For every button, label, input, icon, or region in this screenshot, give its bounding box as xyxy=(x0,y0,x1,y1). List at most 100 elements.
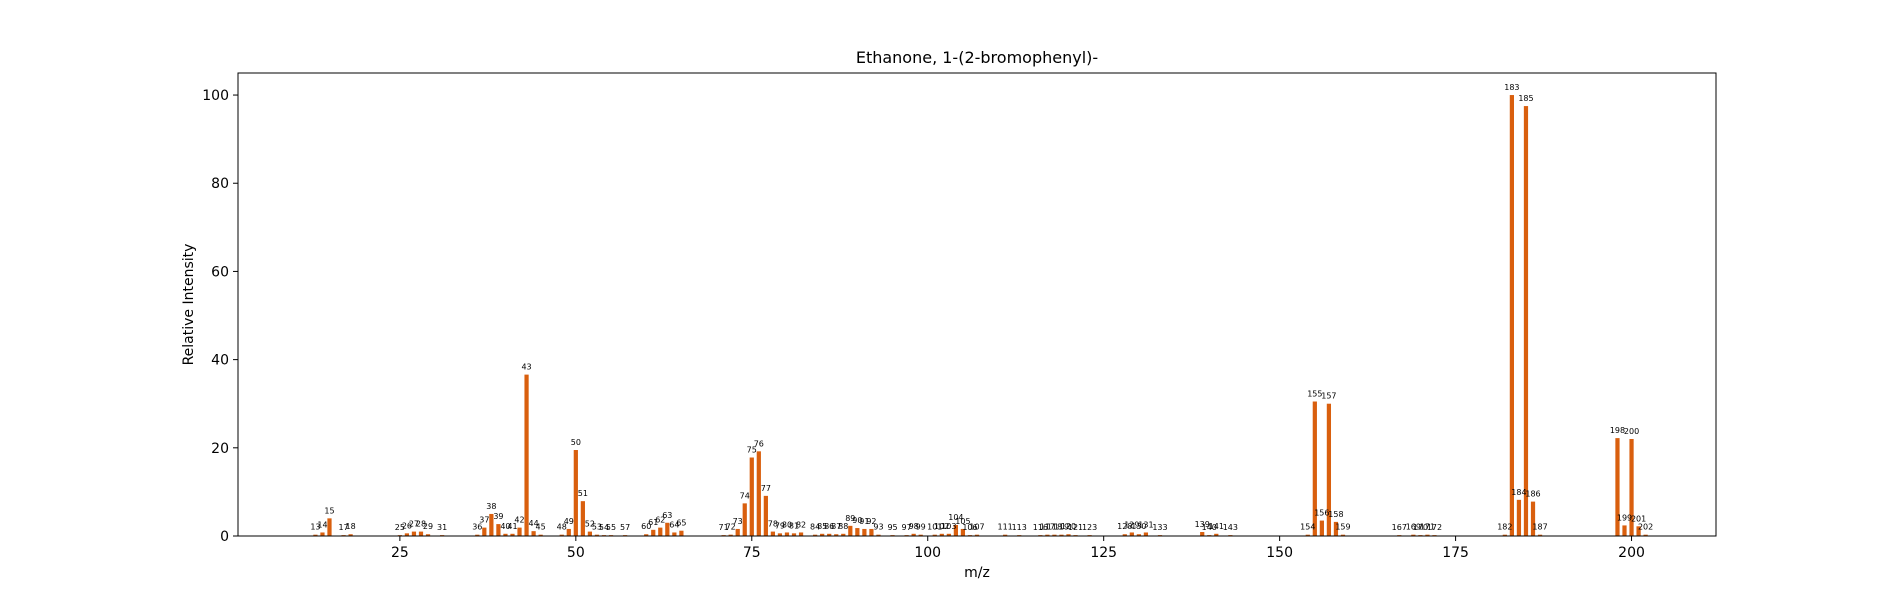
bar-mz-18 xyxy=(348,534,353,536)
peak-label-143: 143 xyxy=(1223,523,1238,532)
bar-mz-93 xyxy=(876,534,881,536)
bar-mz-184 xyxy=(1516,499,1522,536)
peak-label-76: 76 xyxy=(754,439,764,448)
peak-label-200: 200 xyxy=(1624,427,1639,436)
bar-mz-101 xyxy=(932,534,937,536)
peak-label-182: 182 xyxy=(1497,523,1512,532)
bar-mz-99 xyxy=(918,534,923,536)
peak-label-104: 104 xyxy=(948,513,963,522)
peak-label-85: 85 xyxy=(817,522,827,531)
bars-layer xyxy=(313,95,1648,537)
peak-label-167: 167 xyxy=(1392,523,1407,532)
bar-mz-60 xyxy=(644,534,649,536)
peak-label-187: 187 xyxy=(1532,523,1547,532)
peak-label-202: 202 xyxy=(1638,523,1653,532)
plot-frame xyxy=(237,72,1717,537)
bar-mz-26 xyxy=(404,533,410,536)
peak-label-15: 15 xyxy=(324,506,334,515)
peak-label-98: 98 xyxy=(909,522,919,531)
bar-mz-139 xyxy=(1200,532,1205,536)
peak-label-155: 155 xyxy=(1307,390,1322,399)
bar-mz-130 xyxy=(1136,534,1141,536)
peak-label-43: 43 xyxy=(521,363,531,372)
x-tick-label: 200 xyxy=(1618,545,1645,561)
x-tick-label: 25 xyxy=(391,545,409,561)
peak-label-51: 51 xyxy=(578,489,588,498)
peak-label-77: 77 xyxy=(761,484,771,493)
bar-mz-43 xyxy=(524,374,529,536)
peak-label-186: 186 xyxy=(1525,490,1540,499)
peak-label-64: 64 xyxy=(669,520,679,529)
x-tick-label: 175 xyxy=(1442,545,1469,561)
peak-label-48: 48 xyxy=(557,523,567,532)
peak-label-92: 92 xyxy=(866,517,876,526)
peak-label-49: 49 xyxy=(564,517,574,526)
bar-mz-63 xyxy=(665,522,670,536)
peak-label-78: 78 xyxy=(768,520,778,529)
bar-mz-37 xyxy=(482,527,487,536)
bar-mz-27 xyxy=(411,531,417,536)
y-tick-label: 80 xyxy=(211,176,229,192)
bar-mz-77 xyxy=(763,495,768,536)
peak-label-103: 103 xyxy=(941,522,956,531)
bar-mz-102 xyxy=(939,533,944,536)
bar-mz-81 xyxy=(791,533,797,536)
peak-label-139: 139 xyxy=(1195,520,1210,529)
peak-label-73: 73 xyxy=(733,517,743,526)
bar-mz-154 xyxy=(1305,534,1310,536)
bar-mz-38 xyxy=(489,513,494,536)
peak-label-41: 41 xyxy=(507,522,517,531)
peak-label-107: 107 xyxy=(969,523,984,532)
y-tick-label: 60 xyxy=(211,264,229,280)
bar-mz-87 xyxy=(834,534,839,536)
peak-label-105: 105 xyxy=(955,517,970,526)
bar-mz-169 xyxy=(1411,534,1416,536)
peak-label-172: 172 xyxy=(1427,523,1442,532)
peak-label-31: 31 xyxy=(437,523,447,532)
bar-mz-79 xyxy=(777,533,783,536)
bar-mz-111 xyxy=(1003,534,1008,536)
x-tick-label: 100 xyxy=(914,545,941,561)
peak-label-141: 141 xyxy=(1209,522,1224,531)
peak-label-55: 55 xyxy=(606,523,616,532)
peak-label-89: 89 xyxy=(845,514,855,523)
peak-label-38: 38 xyxy=(486,502,496,511)
bar-mz-82 xyxy=(798,532,804,536)
bar-mz-119 xyxy=(1059,534,1064,536)
bar-mz-89 xyxy=(848,525,853,536)
bar-mz-200 xyxy=(1629,438,1634,536)
bar-mz-85 xyxy=(820,533,825,536)
peak-label-95: 95 xyxy=(887,523,897,532)
peak-label-37: 37 xyxy=(479,516,489,525)
peak-label-57: 57 xyxy=(620,523,630,532)
peak-label-113: 113 xyxy=(1012,523,1027,532)
peak-label-74: 74 xyxy=(740,491,750,500)
bar-mz-39 xyxy=(496,524,501,536)
bar-mz-131 xyxy=(1143,532,1149,536)
x-tick-label: 125 xyxy=(1090,545,1117,561)
peak-label-154: 154 xyxy=(1300,523,1315,532)
peak-label-128: 128 xyxy=(1117,522,1132,531)
peak-label-185: 185 xyxy=(1518,94,1533,103)
bar-mz-80 xyxy=(784,532,790,536)
bar-mz-78 xyxy=(770,531,775,536)
peak-label-184: 184 xyxy=(1511,488,1526,497)
peak-label-45: 45 xyxy=(536,523,546,532)
peak-label-86: 86 xyxy=(824,522,834,531)
bar-mz-185 xyxy=(1523,106,1529,536)
peak-label-93: 93 xyxy=(873,523,883,532)
bar-mz-49 xyxy=(566,528,571,536)
peak-label-106: 106 xyxy=(962,523,977,532)
bar-mz-75 xyxy=(749,457,754,536)
peak-label-50: 50 xyxy=(571,438,581,447)
bar-mz-13 xyxy=(313,534,318,536)
bar-mz-198 xyxy=(1615,438,1620,536)
bar-mz-86 xyxy=(827,533,832,536)
bar-mz-76 xyxy=(756,451,761,536)
bar-mz-88 xyxy=(841,533,846,536)
peak-label-157: 157 xyxy=(1321,392,1336,401)
peak-label-75: 75 xyxy=(747,446,757,455)
peak-label-71: 71 xyxy=(719,523,729,532)
y-tick-label: 0 xyxy=(220,529,229,545)
peak-label-99: 99 xyxy=(916,523,926,532)
